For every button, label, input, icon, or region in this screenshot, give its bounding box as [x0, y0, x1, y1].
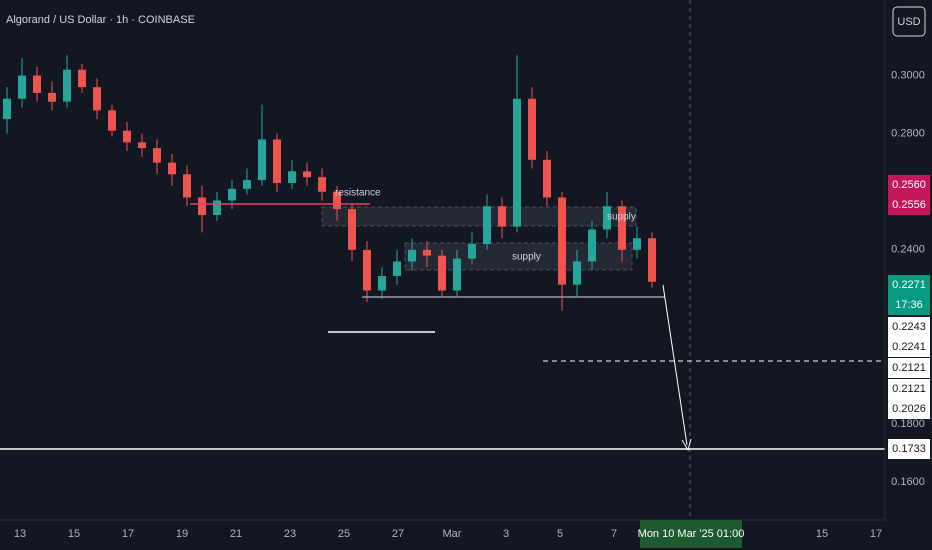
candle-body: [138, 142, 146, 149]
candle-body: [228, 188, 236, 201]
x-tick-label: 13: [14, 528, 26, 540]
candle-body: [423, 249, 431, 256]
x-tick-label: 25: [338, 528, 350, 540]
x-tick-label: 17: [870, 528, 882, 540]
candle-body: [198, 197, 206, 215]
candle-body: [183, 174, 191, 198]
x-tick-label: 23: [284, 528, 296, 540]
currency-label[interactable]: USD: [897, 16, 920, 28]
price-tag: 0.1733: [892, 443, 926, 455]
candle-body: [513, 98, 521, 227]
price-tag-box: [888, 337, 930, 357]
candle-body: [93, 87, 101, 111]
candle-body: [63, 69, 71, 102]
candle-body: [273, 139, 281, 184]
candle-body: [48, 92, 56, 102]
x-tick-label: 19: [176, 528, 188, 540]
price-tag: 0.2560: [892, 179, 926, 191]
candle-body: [633, 238, 641, 250]
candle-body: [33, 75, 41, 93]
x-tick-label: 7: [611, 528, 617, 540]
supply-label: supply: [607, 212, 636, 223]
candle-body: [588, 229, 596, 262]
price-tag-box: [888, 379, 930, 399]
candle-body: [78, 69, 86, 88]
price-tag-box: [888, 175, 930, 195]
price-tag-box: [888, 358, 930, 378]
candle-body: [108, 110, 116, 131]
candle-body: [453, 258, 461, 291]
price-tag: 0.2121: [892, 383, 926, 395]
price-tag: 0.2241: [892, 341, 926, 353]
candle-body: [18, 75, 26, 99]
x-tick-label: 15: [816, 528, 828, 540]
candle-body: [498, 206, 506, 227]
price-tag: 0.2026: [892, 403, 926, 415]
price-tag-box: [888, 275, 930, 295]
candle-body: [483, 206, 491, 245]
x-tick-label: 5: [557, 528, 563, 540]
price-tag-box: [888, 317, 930, 337]
y-tick-label: 0.2400: [891, 244, 925, 256]
crosshair-time: Mon 10 Mar '25 01:00: [638, 528, 745, 540]
candle-body: [153, 148, 161, 163]
currency-button[interactable]: [892, 6, 926, 37]
candle-body: [378, 275, 386, 291]
candle-body: [393, 261, 401, 276]
candle-body: [648, 238, 656, 282]
price-tag-box: [888, 195, 930, 215]
candle-body: [303, 171, 311, 178]
candle-body: [3, 98, 11, 120]
candle-body: [573, 261, 581, 285]
x-tick-label: Mar: [443, 528, 462, 540]
candle-body: [288, 171, 296, 184]
y-tick-label: 0.3000: [891, 69, 925, 81]
price-tag: 0.2243: [892, 321, 926, 333]
price-tag-box: [888, 439, 930, 459]
projection-arrow: [662, 284, 688, 446]
candle-body: [468, 244, 476, 259]
price-tag-box: [888, 399, 930, 419]
candle-body: [363, 249, 371, 291]
arrow-head: [681, 438, 692, 452]
crosshair-time-box: [640, 520, 742, 548]
supply-label: supply: [512, 252, 541, 263]
candle-body: [243, 180, 251, 189]
candle-body: [213, 200, 221, 215]
candle-body: [558, 197, 566, 285]
x-tick-label: 15: [68, 528, 80, 540]
candle-body: [528, 98, 536, 160]
supply-zone-upper: [321, 206, 637, 227]
candle-body: [348, 209, 356, 250]
candle-body: [333, 191, 341, 210]
symbol-title: Algorand / US Dollar · 1h · COINBASE: [6, 14, 195, 26]
y-tick-label: 0.2800: [891, 128, 925, 140]
candle-body: [618, 206, 626, 250]
candle-body: [603, 206, 611, 230]
candle-body: [408, 249, 416, 262]
price-tag: 0.2271: [892, 279, 926, 291]
x-tick-label: 3: [503, 528, 509, 540]
candle-body: [318, 177, 326, 192]
price-tag: 17:36: [895, 299, 923, 311]
price-tag-box: [888, 295, 930, 315]
y-tick-label: 0.1800: [891, 418, 925, 430]
candle-body: [123, 130, 131, 143]
price-tag: 0.2556: [892, 199, 926, 211]
x-tick-label: 27: [392, 528, 404, 540]
candle-body: [438, 255, 446, 291]
x-tick-label: 21: [230, 528, 242, 540]
resistance-label: resistance: [335, 188, 381, 199]
x-tick-label: 17: [122, 528, 134, 540]
candle-body: [543, 159, 551, 198]
price-tag: 0.2121: [892, 362, 926, 374]
candle-body: [258, 139, 266, 181]
y-tick-label: 0.1600: [891, 476, 925, 488]
candle-body: [168, 162, 176, 175]
